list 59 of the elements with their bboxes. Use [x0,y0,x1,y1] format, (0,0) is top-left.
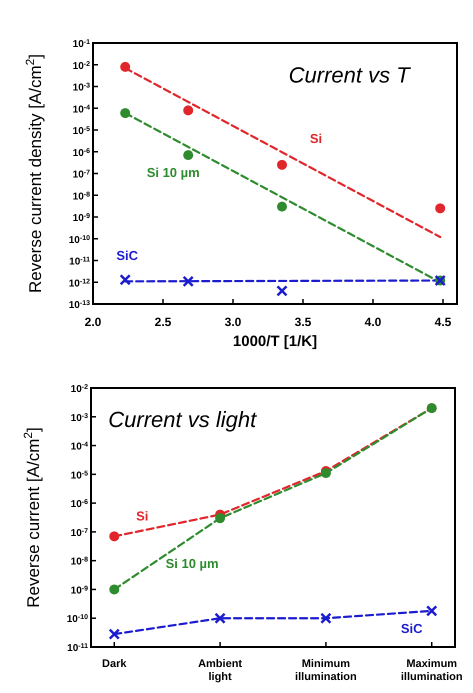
series-label: Si [136,508,148,524]
y-tick-label: 10$^{-7}$ [72,169,90,180]
y-tick-label: 10$^{-10}$ [66,614,88,626]
point [109,584,120,594]
series-label: Si 10 µm [166,556,219,572]
y-tick-label: 10$^{-2}$ [70,384,88,395]
point [120,62,130,72]
text: Si [310,130,322,146]
y-tick-label: 10$^{-4}$ [72,104,90,116]
x-tick-label: 4.5 [434,315,452,329]
x-axis-title: 1000/T [1/K] [232,333,318,350]
point [183,150,194,160]
point [277,160,287,170]
y-tick-label: 10$^{-3}$ [72,82,90,94]
point [119,274,131,286]
x-tick-label: Minimum illumination [295,658,358,683]
point [435,203,446,214]
y-tick-label: 10$^{-6}$ [70,498,88,510]
x-tick-label: Ambient light [198,658,242,683]
x-tick-label: 3.5 [294,315,312,329]
point [320,612,332,624]
point [276,285,288,297]
x-tick-label: Dark [102,658,128,670]
y-tick-label: 10$^{-2}$ [72,60,90,72]
x-tick-label: 3.0 [224,315,242,329]
point [277,202,287,212]
y-tick-label: 10$^{-9}$ [72,212,90,224]
point [108,628,120,640]
x-tick-label: 2.0 [84,315,102,329]
series-label: Si 10 µm [146,165,200,180]
y-tick-label: 10$^{-3}$ [70,412,88,424]
y-tick-label: 10$^{-1}$ [72,38,90,50]
y-tick-label: 10$^{-5}$ [70,470,88,482]
x-tick-label: 2.5 [154,315,172,329]
y-tick-label: 10$^{-8}$ [72,190,90,202]
series-label: SiC [116,248,139,263]
y-tick-label: 10$^{-8}$ [70,556,88,568]
text: Current vs light [108,407,258,432]
y-tick-label: 10$^{-7}$ [70,527,88,539]
y-tick-label: 10$^{-5}$ [72,126,90,137]
point [182,276,194,288]
text: Current vs T [288,62,412,88]
y-tick-label: 10$^{-11}$ [69,256,90,268]
y-tick-label: 10$^{-11}$ [67,642,88,654]
point [214,612,226,624]
x-tick-label: 4.0 [364,315,382,329]
point [426,605,438,617]
point [215,513,226,524]
point [109,531,120,542]
y-tick-label: 10$^{-9}$ [70,584,88,596]
y-tick-label: 10$^{-12}$ [68,278,90,290]
point [183,105,194,116]
y-tick-label: 10$^{-10}$ [68,234,90,246]
x-tick-label: Maximum illumination [400,658,463,683]
y-tick-label: 10$^{-4}$ [70,441,88,453]
y-tick-label: 10$^{-13}$ [68,300,90,311]
point [120,108,130,118]
y-tick-label: 10$^{-6}$ [72,147,90,159]
series-label: SiC [400,620,424,636]
